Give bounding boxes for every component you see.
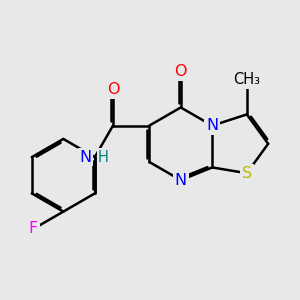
Text: S: S bbox=[242, 166, 252, 181]
Text: N: N bbox=[175, 172, 187, 188]
Text: O: O bbox=[107, 82, 119, 97]
Text: N: N bbox=[80, 150, 92, 165]
Text: N: N bbox=[206, 118, 218, 133]
Text: H: H bbox=[98, 150, 109, 165]
Text: O: O bbox=[175, 64, 187, 79]
Text: CH₃: CH₃ bbox=[233, 72, 260, 87]
Text: F: F bbox=[29, 221, 38, 236]
